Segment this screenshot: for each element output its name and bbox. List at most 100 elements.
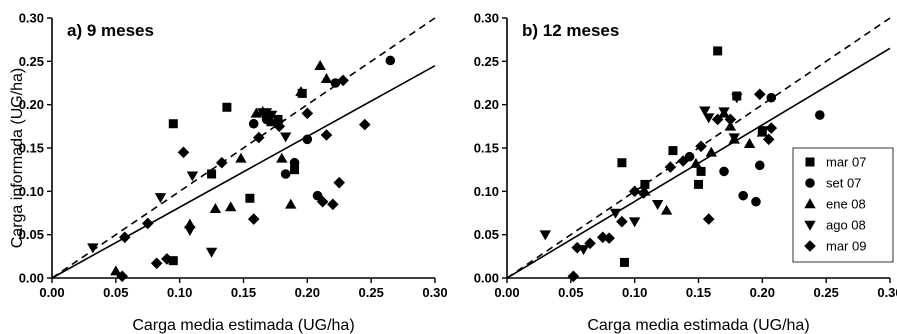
- x-tick-label: 0.30: [422, 285, 447, 300]
- x-tick-label: 0.00: [494, 285, 519, 300]
- y-tick-label: 0.25: [474, 54, 499, 69]
- data-point-triangle-down: [265, 110, 278, 121]
- data-point-diamond: [333, 176, 346, 189]
- data-point-circle: [684, 151, 695, 162]
- x-axis-title: Carga media estimada (UG/ha): [587, 317, 809, 334]
- data-point-square: [694, 179, 703, 189]
- data-point-diamond: [253, 131, 265, 144]
- data-point-triangle-down: [186, 171, 199, 182]
- y-tick-label: 0.05: [19, 227, 44, 242]
- legend-label: mar 07: [826, 155, 866, 170]
- data-point-circle: [751, 196, 761, 207]
- data-point-circle: [766, 92, 777, 103]
- data-point-square: [207, 169, 217, 179]
- data-point-diamond: [273, 120, 286, 133]
- data-point-diamond: [177, 146, 190, 159]
- data-point-diamond: [702, 213, 715, 225]
- legend-marker-triangle-up: [804, 198, 816, 209]
- data-point-triangle-down: [703, 113, 715, 124]
- y-tick-label: 0.10: [19, 184, 44, 199]
- data-point-diamond: [753, 88, 766, 101]
- data-point-square: [640, 179, 650, 189]
- data-point-triangle-down: [87, 243, 99, 254]
- x-axis-title: Carga media estimada (UG/ha): [132, 317, 354, 334]
- data-point-diamond: [571, 241, 584, 254]
- legend-label: mar 09: [826, 239, 866, 254]
- y-tick-label: 0.15: [474, 141, 499, 156]
- data-point-square: [168, 256, 178, 266]
- data-point-triangle-up: [225, 201, 237, 212]
- data-point-diamond: [677, 155, 689, 167]
- data-point-triangle-down: [539, 230, 551, 241]
- data-point-triangle-down: [699, 106, 711, 117]
- legend-marker-circle: [805, 178, 815, 188]
- data-point-triangle-up: [756, 126, 769, 137]
- data-point-triangle-down: [154, 193, 167, 204]
- data-point-circle: [385, 55, 396, 66]
- panel-b: 0.00 0.05 0.10 0.15 0.20 0.25 0.30 0.00 0.05 0.10…: [474, 11, 897, 334]
- legend: mar 07 set 07 ene 08 ago 08 mar 09: [792, 147, 894, 263]
- data-point-triangle-up: [184, 218, 196, 229]
- data-point-circle: [302, 134, 313, 145]
- data-point-triangle-up: [265, 116, 278, 127]
- data-point-square: [617, 158, 627, 168]
- data-point-triangle-up: [285, 198, 297, 209]
- y-tick-label: 0.30: [474, 11, 499, 26]
- legend-label: ene 08: [826, 197, 866, 212]
- data-point-diamond: [616, 215, 628, 228]
- data-point-diamond: [596, 231, 609, 244]
- x-tick-label: 0.20: [750, 285, 775, 300]
- data-point-diamond: [637, 187, 650, 199]
- data-point-diamond: [150, 257, 163, 270]
- data-point-diamond: [603, 232, 615, 244]
- data-point-diamond: [695, 140, 707, 153]
- data-point-triangle-up: [314, 59, 326, 70]
- data-point-square: [668, 146, 678, 156]
- x-tick-label: 0.15: [686, 285, 711, 300]
- data-point-diamond: [664, 161, 677, 173]
- x-tick-label: 0.05: [103, 285, 128, 300]
- data-point-triangle-up: [320, 72, 333, 83]
- data-point-triangle-up: [743, 137, 756, 148]
- data-point-diamond: [765, 122, 778, 134]
- data-point-diamond: [628, 185, 641, 198]
- y-tick-label: 0.20: [19, 97, 44, 112]
- data-point-diamond: [320, 129, 333, 141]
- data-point-diamond: [215, 156, 228, 169]
- data-point-diamond: [358, 118, 371, 131]
- data-point-square: [168, 119, 178, 129]
- data-point-triangle-down: [651, 200, 664, 211]
- data-point-diamond: [327, 198, 339, 211]
- data-point-square: [245, 193, 255, 203]
- legend-label: set 07: [826, 176, 861, 191]
- data-point-triangle-up: [276, 152, 288, 163]
- legend-marker-diamond: [804, 240, 816, 252]
- data-point-circle: [719, 166, 729, 177]
- data-point-diamond: [118, 231, 131, 244]
- data-point-diamond: [724, 113, 737, 126]
- data-point-diamond: [567, 270, 580, 283]
- data-point-square: [290, 165, 300, 175]
- legend-label: ago 08: [826, 218, 866, 233]
- data-point-diamond: [161, 253, 173, 265]
- data-point-triangle-up: [690, 157, 702, 168]
- x-tick-label: 0.25: [359, 285, 384, 300]
- data-point-circle: [248, 118, 259, 129]
- data-point-circle: [280, 169, 291, 179]
- data-point-square: [713, 46, 723, 56]
- data-point-triangle-down: [205, 247, 218, 258]
- data-point-diamond: [301, 107, 314, 120]
- data-point-diamond: [316, 195, 329, 208]
- data-point-triangle-down: [728, 133, 740, 144]
- x-tick-label: 0.30: [877, 285, 897, 300]
- x-tick-label: 0.25: [814, 285, 839, 300]
- data-point-triangle-down: [184, 226, 196, 237]
- y-tick-label: 0.30: [19, 11, 44, 26]
- data-point-diamond: [711, 113, 724, 126]
- y-tick-label: 0.00: [19, 271, 44, 286]
- data-point-diamond: [584, 237, 596, 250]
- x-tick-label: 0.00: [39, 285, 64, 300]
- x-tick-label: 0.05: [558, 285, 583, 300]
- data-point-circle: [754, 160, 765, 171]
